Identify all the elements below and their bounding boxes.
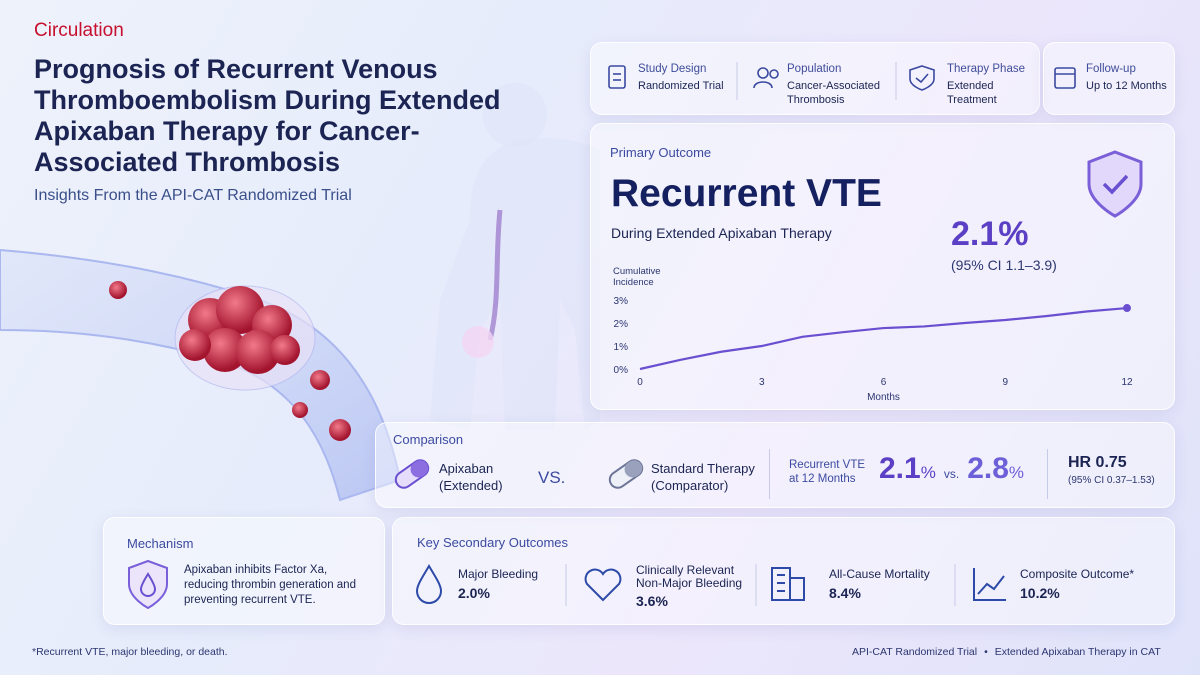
secondary-value: 10.2% — [1020, 585, 1060, 601]
secondary-label: Clinically Relevant Non-Major Bleeding — [636, 563, 743, 590]
follow-up-card — [1043, 42, 1175, 115]
footnote: *Recurrent VTE, major bleeding, or death… — [32, 646, 228, 658]
mechanism-icon — [128, 559, 168, 610]
footer-source: API-CAT Randomized Trial • Extended Apixab… — [852, 646, 1161, 658]
secondary-value: 8.4% — [829, 585, 861, 601]
comparison-card — [375, 422, 1175, 508]
end-point — [1123, 304, 1131, 313]
primary-outcome-card — [590, 123, 1175, 410]
primary-heading: Primary Outcome — [610, 145, 712, 160]
info-value: Extended Treatment — [947, 80, 997, 106]
secondary-value: 3.6% — [636, 593, 668, 609]
divider — [769, 449, 770, 499]
arm1: Apixaban (Extended) — [439, 460, 503, 494]
topic: Extended Apixaban Therapy in CAT — [994, 646, 1161, 658]
value1: 2.1 — [879, 452, 921, 485]
title: Prognosis of Recurrent Venous Thromboemb… — [34, 54, 501, 177]
separator: • — [984, 646, 988, 658]
info-label: Study Design — [638, 63, 707, 75]
mechanism-text: Apixaban inhibits Factor Xa, reducing th… — [184, 564, 356, 606]
secondary-heading: Key Secondary Outcomes — [417, 535, 569, 550]
arm1-name: Apixaban — [439, 461, 494, 476]
hr: HR 0.75 — [1068, 454, 1127, 471]
pill-icons — [394, 459, 644, 489]
info-label: Population — [787, 63, 842, 75]
x-axis-label: Months — [867, 392, 900, 403]
illustration — [0, 83, 600, 502]
primary-result: 2.1% — [951, 215, 1029, 253]
subtitle: Insights From the API-CAT Randomized Tri… — [34, 187, 352, 204]
secondary-value: 2.0% — [458, 585, 490, 601]
value2: 2.8 — [967, 452, 1009, 485]
study-icons — [608, 62, 1076, 100]
line — [639, 306, 1128, 371]
secondary-label: Major Bleeding — [458, 567, 539, 581]
hr-ci: (95% CI 0.37–1.53) — [1068, 475, 1155, 486]
vs-label: VS. — [538, 468, 566, 487]
comparison-metric: Recurrent VTE at 12 Months — [789, 459, 866, 485]
arm2: Standard Therapy (Comparator) — [651, 460, 755, 494]
journal: Circulation — [34, 20, 124, 41]
secondary-label: All-Cause Mortality — [829, 567, 930, 581]
x-tick-label: 3 — [759, 377, 765, 388]
info-value: Up to 12 Months — [1086, 80, 1167, 92]
secondary-card — [392, 517, 1175, 625]
small-vs: vs. — [943, 467, 960, 481]
divider — [1047, 449, 1048, 499]
y-tick-label: 3% — [614, 296, 629, 307]
info-label: Follow-up — [1086, 63, 1136, 75]
primary-subtitle: During Extended Apixaban Therapy — [611, 225, 832, 241]
chart: 0% 1% 2% 3% 0 3 6 9 12 Months — [614, 296, 1133, 403]
unit2: % — [1008, 463, 1025, 482]
y-tick-label: 1% — [614, 342, 629, 353]
info-value: Randomized Trial — [638, 80, 724, 92]
secondary-label: Composite Outcome* — [1020, 567, 1135, 581]
info-value: Cancer-Associated Thrombosis — [787, 80, 880, 106]
mechanism-heading: Mechanism — [127, 536, 194, 551]
primary-title: Recurrent VTE — [611, 172, 882, 215]
arm1-detail: (Extended) — [439, 478, 503, 493]
x-tick-label: 12 — [1121, 377, 1133, 388]
source: API-CAT Randomized Trial — [852, 646, 978, 658]
y-tick-label: 2% — [614, 319, 629, 330]
y-tick-label: 0% — [614, 365, 629, 376]
unit1: % — [920, 463, 936, 482]
shield-icon — [1087, 150, 1143, 218]
y-axis-label: Cumulative Incidence — [613, 266, 661, 288]
arm2-detail: (Comparator) — [651, 478, 729, 493]
arm2-name: Standard Therapy — [651, 461, 755, 476]
x-tick-label: 0 — [637, 377, 643, 388]
info-label: Therapy Phase — [947, 63, 1025, 75]
x-tick-label: 9 — [1002, 377, 1008, 388]
secondary-icons — [415, 564, 1006, 606]
x-tick-label: 6 — [881, 377, 887, 388]
comparison-heading: Comparison — [393, 432, 464, 447]
comparison-values: 2.1% vs. 2.8% — [879, 452, 1024, 486]
primary-ci: (95% CI 1.1–3.9) — [951, 257, 1057, 273]
study-info-bar — [590, 42, 1040, 115]
